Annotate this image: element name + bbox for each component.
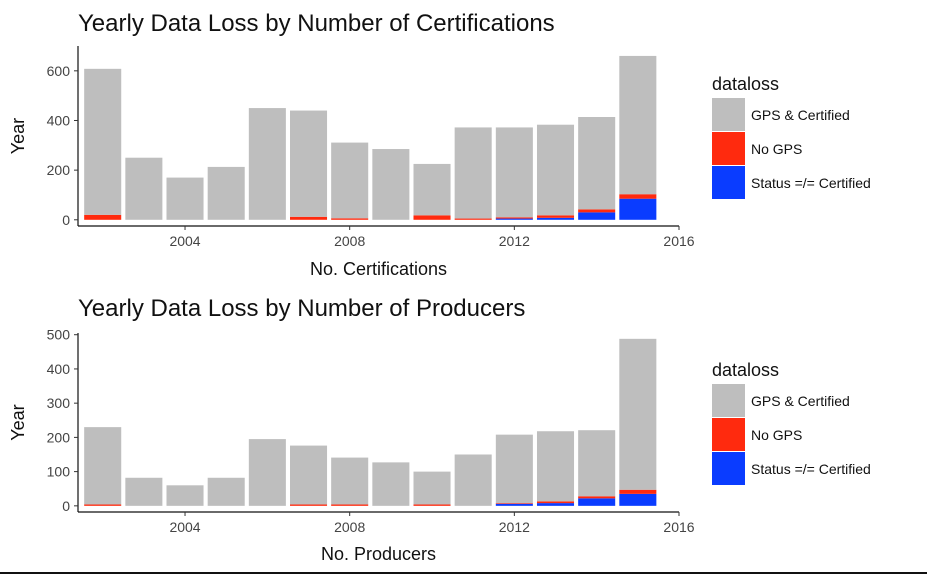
bar-gps-certified-2008 [331, 457, 369, 505]
bar-no-gps-2013 [536, 501, 575, 504]
x-axis-label: No. Certifications [310, 259, 447, 279]
chart-title: Yearly Data Loss by Number of Producers [78, 295, 525, 322]
bar-no-gps-2002 [84, 504, 122, 506]
bar-gps-certified-2012 [495, 127, 533, 218]
bar-gps-certified-2011 [454, 127, 492, 219]
bar-no-gps-2008 [331, 218, 369, 220]
x-tick-label: 2016 [663, 519, 694, 535]
y-tick-label: 300 [47, 395, 71, 411]
bar-status-certified-2012 [495, 218, 533, 220]
legend-key [712, 166, 745, 199]
bars [84, 338, 657, 506]
x-tick-label: 2012 [499, 233, 530, 249]
legend-label: GPS & Certified [751, 393, 850, 409]
bar-gps-certified-2006 [248, 108, 286, 220]
x-axis-label: No. Producers [321, 544, 436, 564]
bar-gps-certified-2010 [413, 163, 451, 216]
legend: dataloss GPS & Certified No GPS Status =/= … [712, 360, 871, 485]
y-tick-label: 400 [47, 112, 71, 128]
y-tick-label: 0 [62, 498, 70, 514]
legend-key [712, 452, 745, 485]
bar-gps-certified-2013 [536, 431, 575, 502]
legend-label: GPS & Certified [751, 107, 850, 123]
bar-status-certified-2015 [619, 198, 657, 220]
legend-label: No GPS [751, 141, 802, 157]
bar-gps-certified-2007 [290, 445, 328, 505]
legend-key [712, 98, 745, 131]
y-axis-label: Year [8, 118, 28, 154]
x-tick-label: 2012 [499, 519, 530, 535]
y-tick-label: 400 [47, 361, 71, 377]
y-tick-label: 200 [47, 162, 71, 178]
bar-gps-certified-2008 [331, 142, 369, 219]
bar-gps-certified-2009 [372, 149, 410, 220]
bar-gps-certified-2014 [578, 430, 616, 497]
bar-no-gps-2002 [84, 214, 122, 220]
bar-gps-certified-2004 [166, 177, 204, 220]
bar-gps-certified-2014 [578, 117, 616, 210]
bar-gps-certified-2010 [413, 471, 451, 505]
chart-title: Yearly Data Loss by Number of Certificat… [78, 10, 555, 37]
y-axis-label: Year [8, 404, 28, 440]
chart-2: Yearly Data Loss by Number of Producers 0… [8, 295, 871, 564]
bar-gps-certified-2015 [619, 55, 657, 195]
bar-no-gps-2008 [331, 504, 369, 506]
bar-status-certified-2012 [495, 503, 533, 506]
bar-gps-certified-2004 [166, 485, 204, 506]
bar-gps-certified-2003 [125, 477, 163, 506]
legend-label: Status =/= Certified [751, 175, 871, 191]
bar-gps-certified-2002 [84, 427, 122, 505]
x-tick-label: 2004 [169, 519, 200, 535]
bar-status-certified-2014 [578, 498, 616, 506]
legend-label: Status =/= Certified [751, 461, 871, 477]
y-tick-label: 100 [47, 464, 71, 480]
bar-no-gps-2010 [413, 215, 451, 220]
bar-gps-certified-2012 [495, 434, 533, 504]
bar-gps-certified-2006 [248, 439, 286, 506]
legend-title: dataloss [712, 74, 779, 94]
y-tick-label: 500 [47, 327, 71, 343]
bar-no-gps-2013 [536, 215, 575, 218]
bar-gps-certified-2009 [372, 462, 410, 506]
bottom-border [0, 572, 927, 574]
legend-key [712, 384, 745, 417]
bar-gps-certified-2003 [125, 157, 163, 220]
bar-gps-certified-2015 [619, 338, 657, 490]
y-tick-label: 200 [47, 429, 71, 445]
x-tick-label: 2008 [334, 233, 365, 249]
bar-gps-certified-2005 [207, 477, 245, 506]
bar-gps-certified-2007 [290, 110, 328, 217]
x-tick-label: 2016 [663, 233, 694, 249]
bar-no-gps-2015 [619, 194, 657, 199]
bar-status-certified-2015 [619, 493, 657, 506]
bar-no-gps-2007 [290, 504, 328, 506]
bar-status-certified-2014 [578, 212, 616, 220]
bar-status-certified-2013 [536, 217, 575, 220]
bar-gps-certified-2011 [454, 454, 492, 506]
legend-key [712, 418, 745, 451]
x-tick-label: 2008 [334, 519, 365, 535]
bar-no-gps-2012 [495, 503, 533, 504]
bar-gps-certified-2005 [207, 166, 245, 220]
bar-no-gps-2014 [578, 209, 616, 213]
y-tick-label: 0 [62, 212, 70, 228]
bar-gps-certified-2002 [84, 68, 122, 215]
bar-no-gps-2015 [619, 489, 657, 494]
bar-gps-certified-2013 [536, 124, 575, 216]
bar-no-gps-2012 [495, 217, 533, 219]
legend-title: dataloss [712, 360, 779, 380]
bar-no-gps-2011 [454, 218, 492, 220]
x-tick-label: 2004 [169, 233, 200, 249]
bar-no-gps-2007 [290, 216, 328, 220]
bar-no-gps-2010 [413, 504, 451, 506]
y-tick-label: 600 [47, 63, 71, 79]
bars [84, 55, 657, 220]
chart-1: Yearly Data Loss by Number of Certificat… [8, 10, 871, 279]
bar-status-certified-2013 [536, 503, 575, 506]
legend: dataloss GPS & Certified No GPS Status =/= … [712, 74, 871, 199]
legend-key [712, 132, 745, 165]
legend-label: No GPS [751, 427, 802, 443]
bar-no-gps-2014 [578, 496, 616, 499]
